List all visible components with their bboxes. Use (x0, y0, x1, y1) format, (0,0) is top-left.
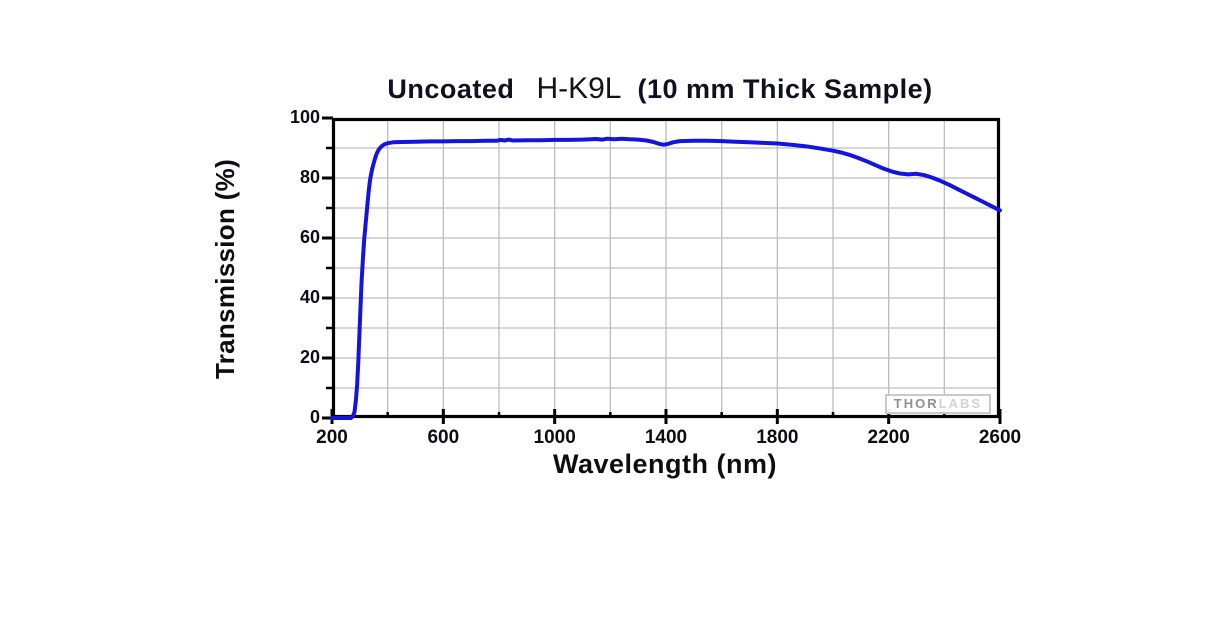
plot-frame (331, 117, 1001, 419)
chart-title-suffix: (10 mm Thick Sample) (637, 74, 933, 104)
chart-title-prefix: Uncoated (387, 74, 515, 104)
thorlabs-watermark-labs: LABS (938, 396, 982, 411)
y-tick-label: 0 (309, 407, 320, 427)
series-transmission (330, 136, 1002, 420)
x-tick-label: 2600 (978, 427, 1022, 448)
chart-title: Uncoated H-K9L (10 mm Thick Sample) (260, 72, 1060, 106)
x-tick-label: 1800 (756, 427, 799, 448)
y-tick-label: 80 (299, 167, 320, 187)
y-tick-label: 40 (299, 287, 320, 307)
y-tick-label: 100 (289, 107, 320, 127)
y-tick-label: 20 (299, 347, 320, 367)
x-tick-label: 200 (316, 427, 348, 448)
y-tick-label: 60 (299, 227, 320, 247)
chart-title-material: H-K9L (536, 72, 622, 105)
x-tick-label: 1400 (644, 427, 688, 448)
y-axis-label: Transmission (%) (210, 158, 240, 380)
x-axis-label: Wavelength (nm) (552, 449, 777, 479)
thorlabs-watermark: THORLABS (884, 394, 991, 414)
x-tick-label: 2200 (867, 427, 910, 448)
thorlabs-watermark-thor: THOR (893, 396, 939, 411)
plot-area: THORLABS (322, 116, 1002, 424)
transmission-curve-plot (322, 116, 1002, 424)
x-tick-label: 1000 (533, 427, 576, 448)
x-tick-label: 600 (427, 427, 460, 448)
